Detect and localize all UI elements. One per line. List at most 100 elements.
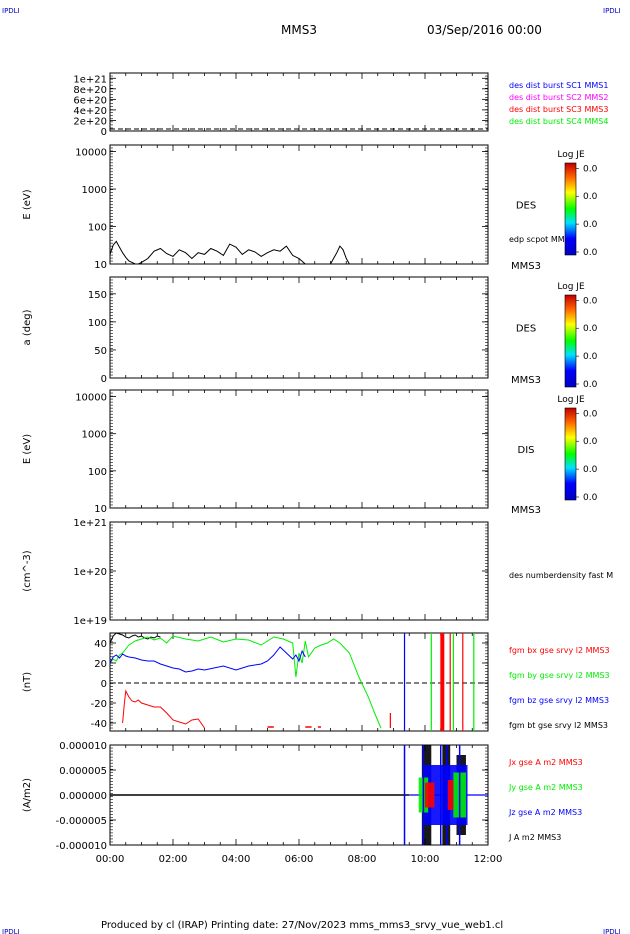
- colorbar-tick-label: 0.0: [583, 380, 598, 390]
- legend-entry: Jx gse A m2 MMS3: [508, 758, 583, 767]
- y-tick-label: 2e+20: [73, 116, 107, 127]
- y-tick-label: 20: [94, 659, 107, 670]
- y-tick-label: 100: [88, 318, 107, 329]
- y-tick-label: 1e+19: [73, 616, 107, 627]
- spacecraft-label: MMS3: [511, 505, 541, 516]
- y-tick-label: 4e+20: [73, 106, 107, 117]
- colorbar-title: Log JE: [557, 150, 585, 160]
- current-burst-band: [447, 780, 454, 810]
- y-tick-label: 1000: [82, 185, 107, 196]
- y-tick-label: -40: [91, 719, 107, 730]
- x-tick-label: 08:00: [348, 854, 377, 865]
- series-line: [122, 689, 205, 729]
- instrument-label: DES: [516, 324, 536, 335]
- y-tick-label: 1e+21: [73, 74, 107, 85]
- panel-des-energy: 10000 1000 100 10 E (eV) DES MMS3 edp scpot MMS…: [22, 144, 598, 272]
- instrument-label: DIS: [518, 445, 535, 456]
- series-line: [109, 635, 382, 729]
- y-tick-label: 100: [88, 467, 107, 478]
- y-axis-label: (A/m2): [22, 778, 33, 812]
- current-burst-band: [425, 782, 435, 808]
- panel-current: 00:00 02:00 04:00 06:00 08:00 10:00 12:00 0.000…: [22, 741, 583, 865]
- legend-entry: des dist burst SC4 MMS4: [509, 117, 608, 126]
- x-tick-label: 10:00: [411, 854, 440, 865]
- y-tick-label: 8e+20: [73, 85, 107, 96]
- plot-frame: [109, 521, 489, 621]
- y-axis-label: a (deg): [22, 309, 33, 345]
- panel-dis-energy: 10000 1000 100 10 E (eV) DIS MMS3 Log JE 0.0 0.0 0…: [22, 389, 598, 516]
- colorbar: [564, 162, 577, 256]
- legend-entry: Jy gse A m2 MMS3: [508, 783, 583, 792]
- legend-entry: fgm bx gse srvy l2 MMS3: [509, 646, 610, 655]
- panel-des-pitch: 150 100 50 0 a (deg) DES MMS3 Log JE 0.0 0.0 0.0 0.…: [22, 276, 598, 390]
- y-tick-label: 10: [94, 504, 107, 515]
- y-axis-label: (nT): [22, 672, 33, 692]
- y-tick-label: 1000: [82, 430, 107, 441]
- y-tick-label: 10: [94, 260, 107, 271]
- x-tick-label: 00:00: [96, 854, 125, 865]
- x-tick-label: 04:00: [222, 854, 251, 865]
- colorbar: [564, 294, 577, 388]
- legend-entry: des dist burst SC3 MMS3: [509, 105, 608, 114]
- y-tick-label: 50: [94, 346, 107, 357]
- colorbar: [564, 407, 577, 501]
- y-tick-label: -0.000010: [56, 841, 107, 852]
- colorbar-tick-label: 0.0: [583, 248, 598, 258]
- colorbar-tick-label: 0.0: [583, 465, 598, 475]
- panel-des-density: 1e+21 1e+20 1e+19 (cm^-3) des numberdensity …: [22, 518, 613, 627]
- colorbar-tick-label: 0.0: [583, 192, 598, 202]
- corner-label-top-right: IPDLI: [603, 7, 621, 15]
- y-tick-label: 0: [101, 374, 107, 385]
- colorbar-tick-label: 0.0: [583, 409, 598, 419]
- y-tick-label: 150: [88, 290, 107, 301]
- series-line: [109, 240, 350, 265]
- y-tick-label: -20: [91, 699, 107, 710]
- colorbar-tick-label: 0.0: [583, 437, 598, 447]
- date-title: 03/Sep/2016 00:00: [427, 23, 542, 37]
- y-axis-label: (cm^-3): [22, 550, 33, 591]
- x-tick-label: 12:00: [474, 854, 503, 865]
- legend-entry: des numberdensity fast M: [509, 571, 613, 580]
- legend-entry: J A m2 MMS3: [508, 833, 561, 842]
- plot-frame: [109, 276, 489, 379]
- colorbar-title: Log JE: [557, 395, 585, 405]
- y-tick-label: 0: [101, 127, 107, 138]
- corner-label-top-left: IPDLI: [2, 7, 20, 15]
- colorbar-tick-label: 0.0: [583, 220, 598, 230]
- legend-entry: des dist burst SC2 MMS2: [509, 93, 608, 102]
- series-line: [109, 632, 161, 644]
- colorbar-tick-label: 0.0: [583, 352, 598, 362]
- spacecraft-title: MMS3: [281, 23, 317, 37]
- spacecraft-label: MMS3: [511, 375, 541, 386]
- y-tick-label: 10000: [75, 393, 107, 404]
- y-tick-label: 0.000005: [59, 766, 107, 777]
- colorbar-tick-label: 0.0: [583, 324, 598, 334]
- y-tick-label: 6e+20: [73, 95, 107, 106]
- instrument-label: DES: [516, 201, 536, 212]
- y-tick-label: 10000: [75, 148, 107, 159]
- overlay-label: edp scpot MMS3: [509, 235, 575, 244]
- y-axis-label: E (eV): [22, 434, 33, 464]
- y-tick-label: 100: [88, 223, 107, 234]
- panel-fgm: 40 20 0 -20 -40 (nT) fgm bx gse srvy l2 MMS3 fg…: [22, 632, 610, 732]
- legend-entry: fgm bz gse srvy l2 MMS3: [509, 696, 609, 705]
- x-tick-label: 02:00: [159, 854, 188, 865]
- colorbar-tick-label: 0.0: [583, 164, 598, 174]
- colorbar-title: Log JE: [557, 282, 585, 292]
- footer-text: Produced by cl (IRAP) Printing date: 27/…: [101, 920, 503, 931]
- y-tick-label: -0.000005: [56, 816, 107, 827]
- colorbar-tick-label: 0.0: [583, 296, 598, 306]
- corner-label-bottom-left: IPDLI: [2, 928, 20, 934]
- y-axis-label: E (eV): [22, 189, 33, 219]
- y-tick-label: 0.000000: [59, 791, 107, 802]
- plot-frame: [109, 389, 489, 509]
- plot-frame: [109, 144, 489, 265]
- spacecraft-label: MMS3: [511, 261, 541, 272]
- y-tick-label: 1e+21: [73, 518, 107, 529]
- corner-label-bottom-right: IPDLI: [603, 928, 621, 934]
- legend-entry: des dist burst SC1 MMS1: [509, 81, 608, 90]
- legend-entry: fgm bt gse srvy l2 MMS3: [509, 721, 608, 730]
- colorbar-tick-label: 0.0: [583, 493, 598, 503]
